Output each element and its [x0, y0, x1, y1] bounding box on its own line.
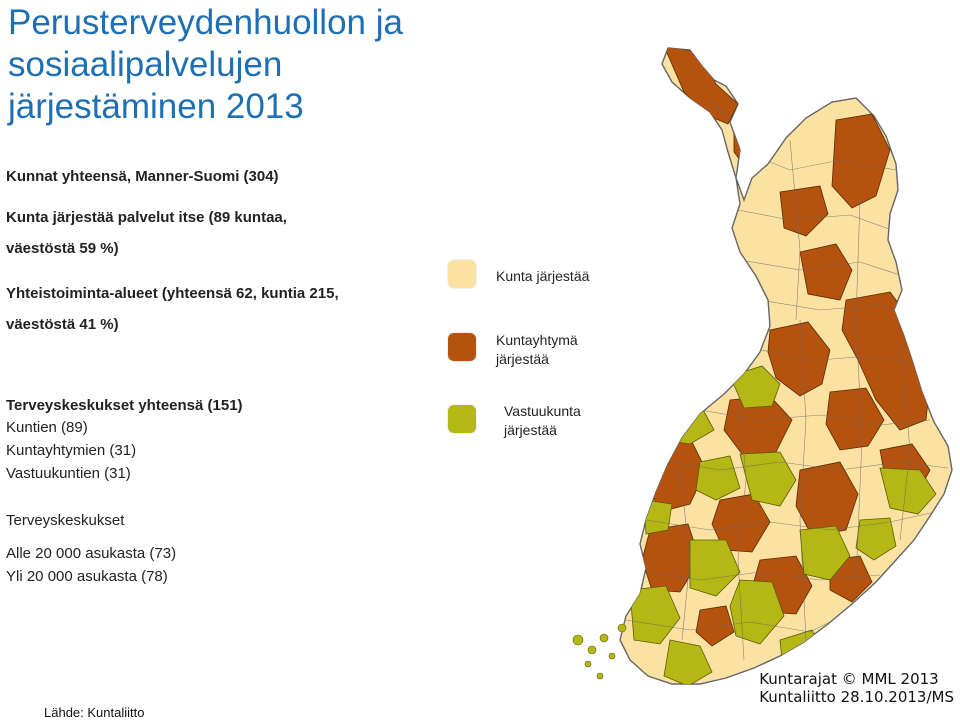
legend-label-joint-1: Kuntayhtymä	[496, 332, 578, 348]
legend-label-municipal: Kunta järjestää	[496, 268, 590, 284]
legend-swatch-municipal	[448, 260, 476, 288]
stat-hc-municipal: Kuntien (89)	[6, 419, 88, 436]
stat-hc-large: Yli 20 000 asukasta (78)	[6, 568, 168, 585]
stat-hc-total: Terveyskeskukset yhteensä (151)	[6, 397, 243, 414]
stat-hc-heading: Terveyskeskukset	[6, 512, 125, 529]
source-note: Lähde: Kuntaliitto	[44, 705, 145, 720]
map-credits: Kuntarajat © MML 2013 Kuntaliitto 28.10.…	[759, 670, 954, 706]
archipelago-islands	[572, 623, 627, 680]
legend-label-host-1: Vastuukunta	[504, 403, 581, 419]
municipal-borders	[625, 99, 949, 661]
stat-coop-line2: väestöstä 41 %)	[6, 316, 119, 333]
legend-label-host-2: järjestää	[504, 422, 557, 438]
stat-hc-small: Alle 20 000 asukasta (73)	[6, 545, 177, 562]
legend-swatch-host	[448, 405, 476, 433]
region-host	[629, 365, 937, 684]
legend-swatch-joint	[448, 333, 476, 361]
page-title: Perusterveydenhuollon ja sosiaalipalvelu…	[8, 2, 568, 128]
stat-hc-joint: Kuntayhtymien (31)	[6, 442, 137, 459]
credits-line-1: Kuntarajat © MML 2013	[759, 670, 939, 688]
credits-line-2: Kuntaliitto 28.10.2013/MS	[759, 688, 954, 706]
stat-hc-host: Vastuukuntien (31)	[6, 465, 131, 482]
legend-label-joint-2: järjestää	[496, 351, 549, 367]
title-line-2: järjestäminen 2013	[8, 87, 304, 126]
stat-self-line1: Kunta järjestää palvelut itse (89 kuntaa…	[6, 209, 287, 226]
stat-self-line2: väestöstä 59 %)	[6, 240, 119, 257]
finland-municipality-map	[572, 47, 953, 685]
title-line-1: Perusterveydenhuollon ja sosiaalipalvelu…	[8, 3, 403, 84]
stat-total: Kunnat yhteensä, Manner-Suomi (304)	[6, 168, 279, 185]
stat-coop-line1: Yhteistoiminta-alueet (yhteensä 62, kunt…	[6, 285, 339, 302]
